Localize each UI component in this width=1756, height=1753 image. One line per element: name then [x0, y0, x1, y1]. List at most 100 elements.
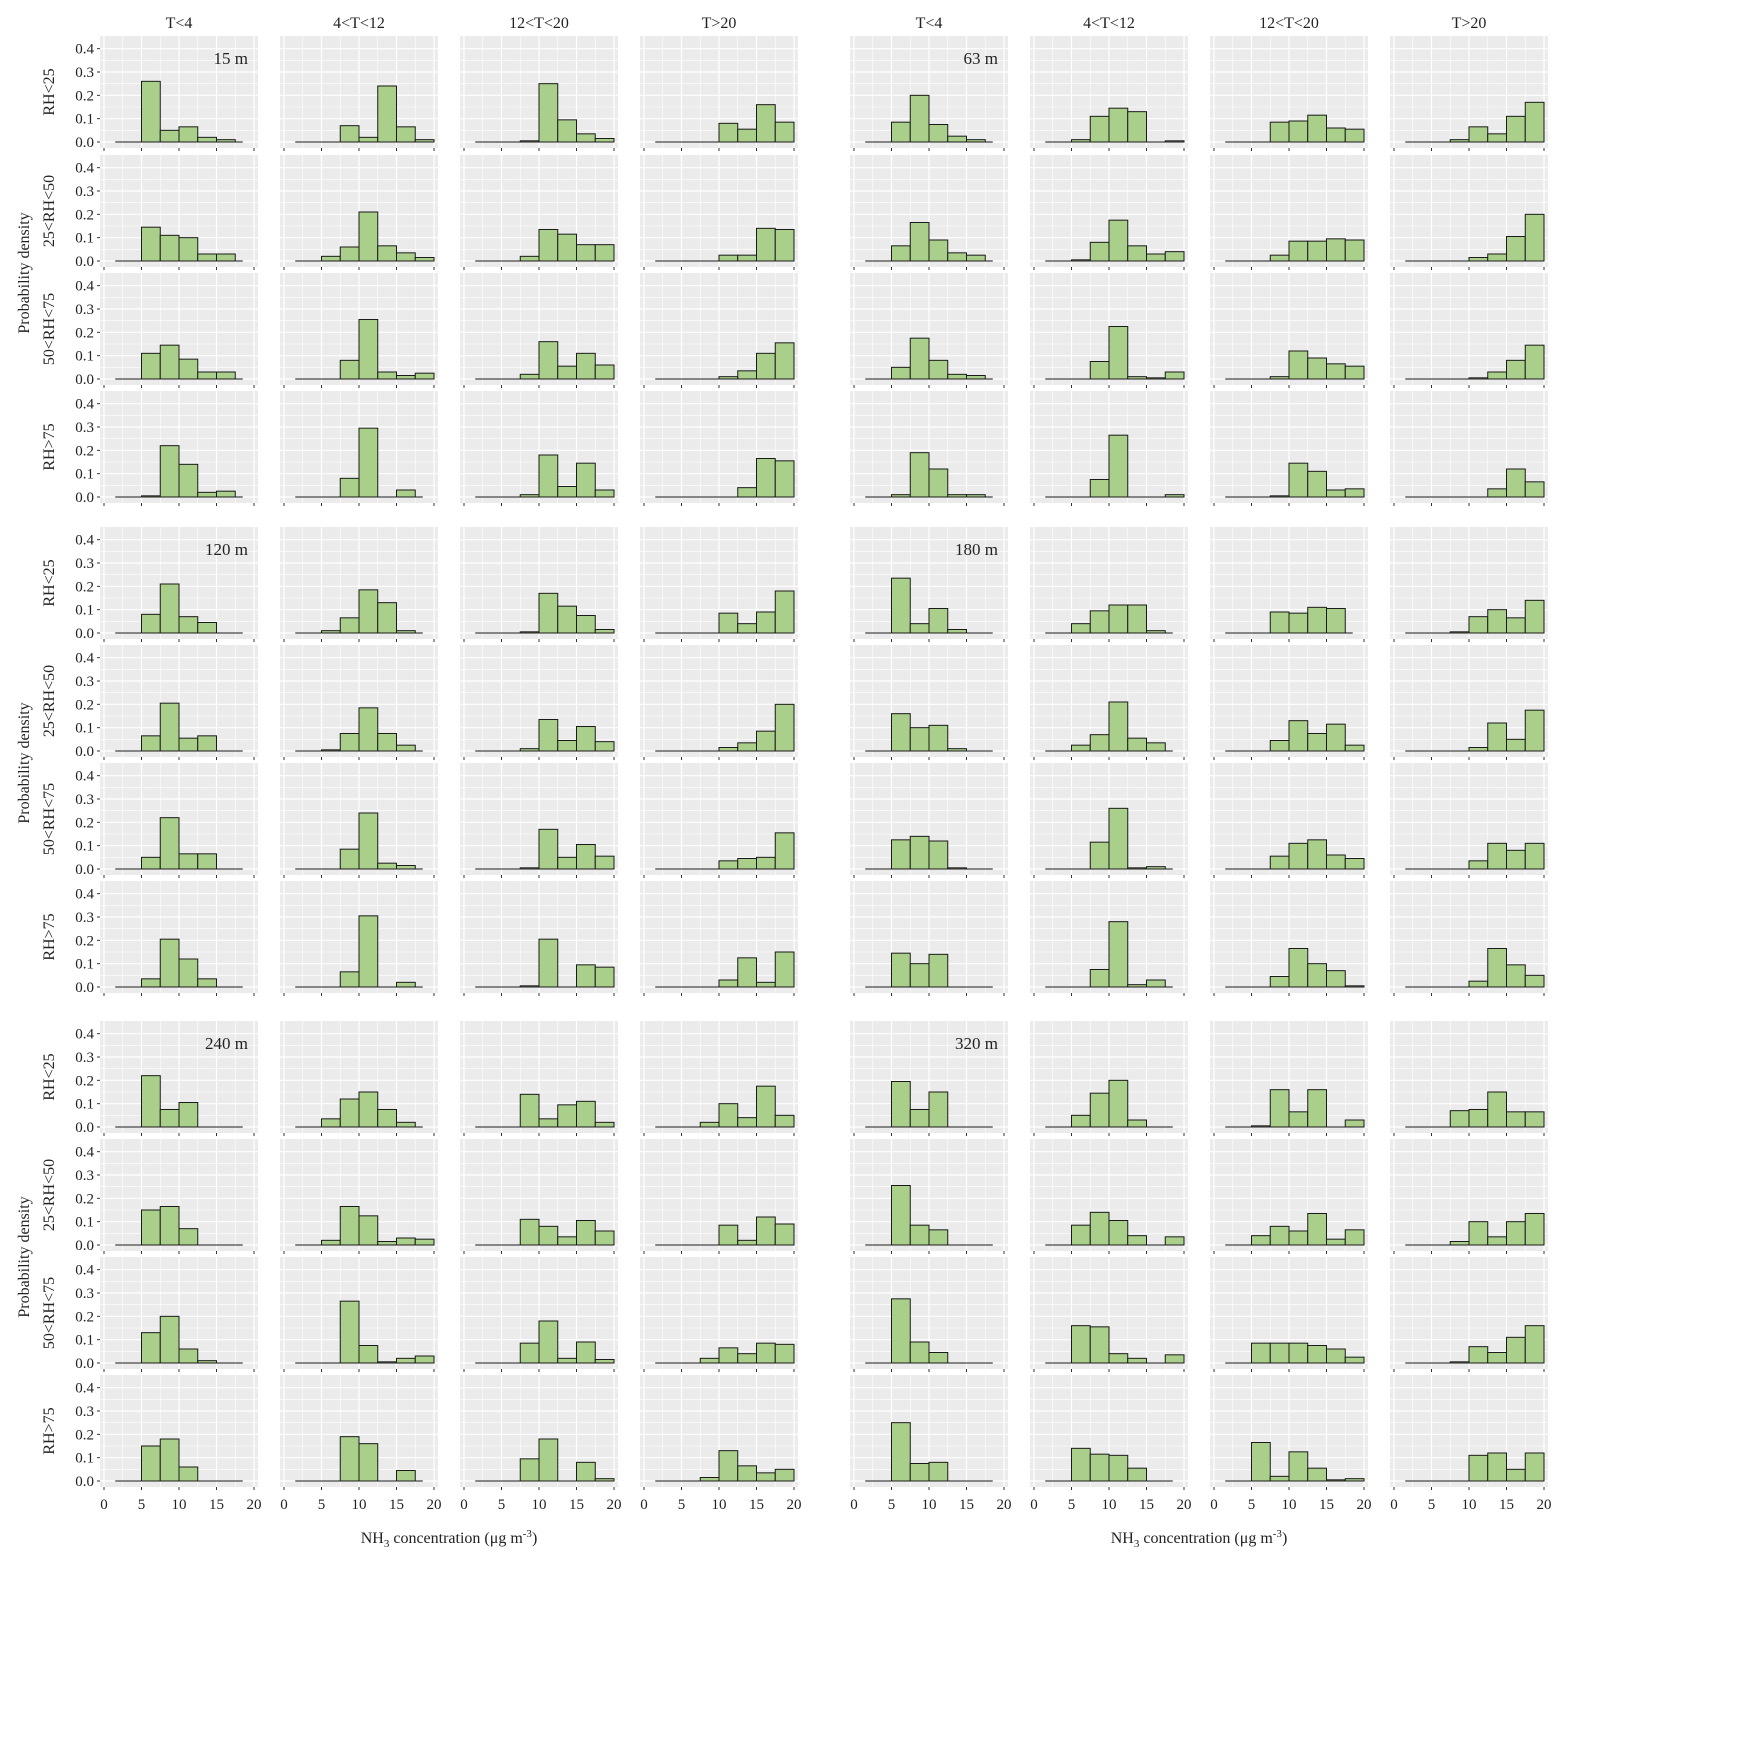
histogram-bar: [928, 359, 949, 380]
y-tick-label: 0.0: [75, 626, 94, 642]
row-label: RH>75: [41, 1407, 58, 1454]
y-tick-label: 0.3: [75, 792, 94, 808]
histogram-bar: [557, 119, 577, 143]
histogram-bar: [197, 491, 217, 498]
histogram-bar: [1326, 127, 1346, 143]
panel: [1390, 273, 1548, 388]
histogram-bar: [358, 1345, 379, 1364]
histogram-bar: [377, 245, 397, 262]
height-label: 120 m: [205, 540, 248, 559]
histogram-bar: [909, 835, 930, 870]
panel: [850, 273, 1008, 388]
histogram-bar: [178, 1348, 199, 1364]
panel: [640, 36, 798, 151]
y-tick-label: 0.2: [75, 88, 94, 104]
panel: [850, 1257, 1008, 1372]
histogram-bar: [1468, 1346, 1489, 1364]
histogram-bar: [1269, 1089, 1290, 1128]
x-axis-title-subscript: 3: [384, 1538, 390, 1550]
histogram-bar: [928, 840, 949, 870]
histogram-bar: [178, 1466, 199, 1482]
histogram-bar: [1449, 1361, 1470, 1364]
histogram-bar: [538, 1225, 559, 1246]
histogram-bar: [1071, 139, 1091, 143]
histogram-bar: [1506, 236, 1526, 262]
x-tick-label: 10: [1102, 1497, 1117, 1513]
panel: [640, 881, 798, 996]
histogram-bar: [891, 1422, 911, 1482]
panel: [1030, 1257, 1188, 1372]
x-tick-label: 5: [318, 1497, 326, 1513]
histogram-bar: [1344, 1119, 1365, 1128]
y-tick-label: 0.0: [75, 980, 94, 996]
histogram-bar: [197, 371, 217, 380]
y-tick-label: 0.4: [75, 279, 94, 295]
histogram-bar: [1127, 245, 1147, 262]
histogram-bar: [1089, 734, 1110, 752]
histogram-bar: [576, 844, 596, 870]
y-tick-label: 0.1: [75, 1097, 94, 1113]
height-label: 15 m: [214, 49, 248, 68]
panel: [1030, 1139, 1188, 1254]
histogram-bar: [891, 245, 911, 262]
histogram-bar: [519, 985, 540, 988]
histogram-bar: [538, 341, 559, 380]
y-tick-label: 0.4: [75, 397, 94, 413]
x-tick-label: 15: [749, 1497, 764, 1513]
x-axis-title-main: NH: [1111, 1530, 1135, 1547]
histogram-bar: [1146, 253, 1166, 262]
histogram-bar: [339, 359, 360, 380]
histogram-bar: [909, 94, 930, 143]
histogram-bar: [321, 1239, 341, 1246]
histogram-bar: [909, 1224, 930, 1246]
histogram-bar: [414, 1238, 435, 1246]
histogram-bar: [159, 702, 180, 752]
column-header: T<4: [166, 15, 193, 32]
histogram-bar: [1108, 107, 1129, 143]
histogram-bar: [891, 121, 911, 143]
x-axis-title-rest: concentration (μg m: [389, 1530, 523, 1547]
histogram-bar: [1071, 1224, 1091, 1246]
histogram-bar: [1506, 1221, 1526, 1246]
panel: 320 m: [850, 1021, 1008, 1136]
panel: [850, 1139, 1008, 1254]
panel: [1390, 1139, 1548, 1254]
histogram-bar: [1449, 1241, 1470, 1246]
histogram-bar: [1344, 365, 1365, 380]
histogram-bar: [1524, 599, 1545, 634]
histogram-bar: [141, 856, 161, 870]
y-tick-label: 0.4: [75, 1027, 94, 1043]
histogram-bar: [594, 1230, 615, 1246]
histogram-bar: [966, 375, 986, 380]
histogram-bar: [1089, 1326, 1110, 1364]
height-label: 240 m: [205, 1034, 248, 1053]
histogram-bar: [1269, 495, 1290, 498]
histogram-bar: [1468, 1109, 1489, 1128]
panel: 0.0 0.1 0.2 0.3 0.4: [75, 881, 258, 996]
histogram-bar: [909, 1463, 930, 1482]
y-tick-label: 0.0: [75, 744, 94, 760]
panel: [280, 763, 438, 878]
histogram-bar: [519, 1218, 540, 1246]
panel: [280, 527, 438, 642]
histogram-bar: [594, 489, 615, 498]
histogram-bar: [396, 126, 416, 143]
histogram-bar: [891, 952, 911, 988]
panel: [460, 527, 618, 642]
histogram-bar: [1506, 1111, 1526, 1128]
panel: [1210, 391, 1368, 506]
y-tick-label: 0.3: [75, 1050, 94, 1066]
histogram-bar: [947, 494, 967, 498]
column-header: T>20: [1452, 15, 1487, 32]
histogram-bar: [909, 337, 930, 380]
x-tick-label: 5: [1068, 1497, 1076, 1513]
histogram-bar: [1146, 377, 1166, 380]
histogram-bar: [1071, 623, 1091, 634]
x-tick-label: 15: [959, 1497, 974, 1513]
histogram-bar: [159, 1315, 180, 1364]
histogram-bar: [1071, 1447, 1091, 1482]
histogram-bar: [737, 487, 757, 498]
x-tick-label: 10: [712, 1497, 727, 1513]
histogram-bar: [1269, 1225, 1290, 1246]
histogram-bar: [909, 222, 930, 262]
